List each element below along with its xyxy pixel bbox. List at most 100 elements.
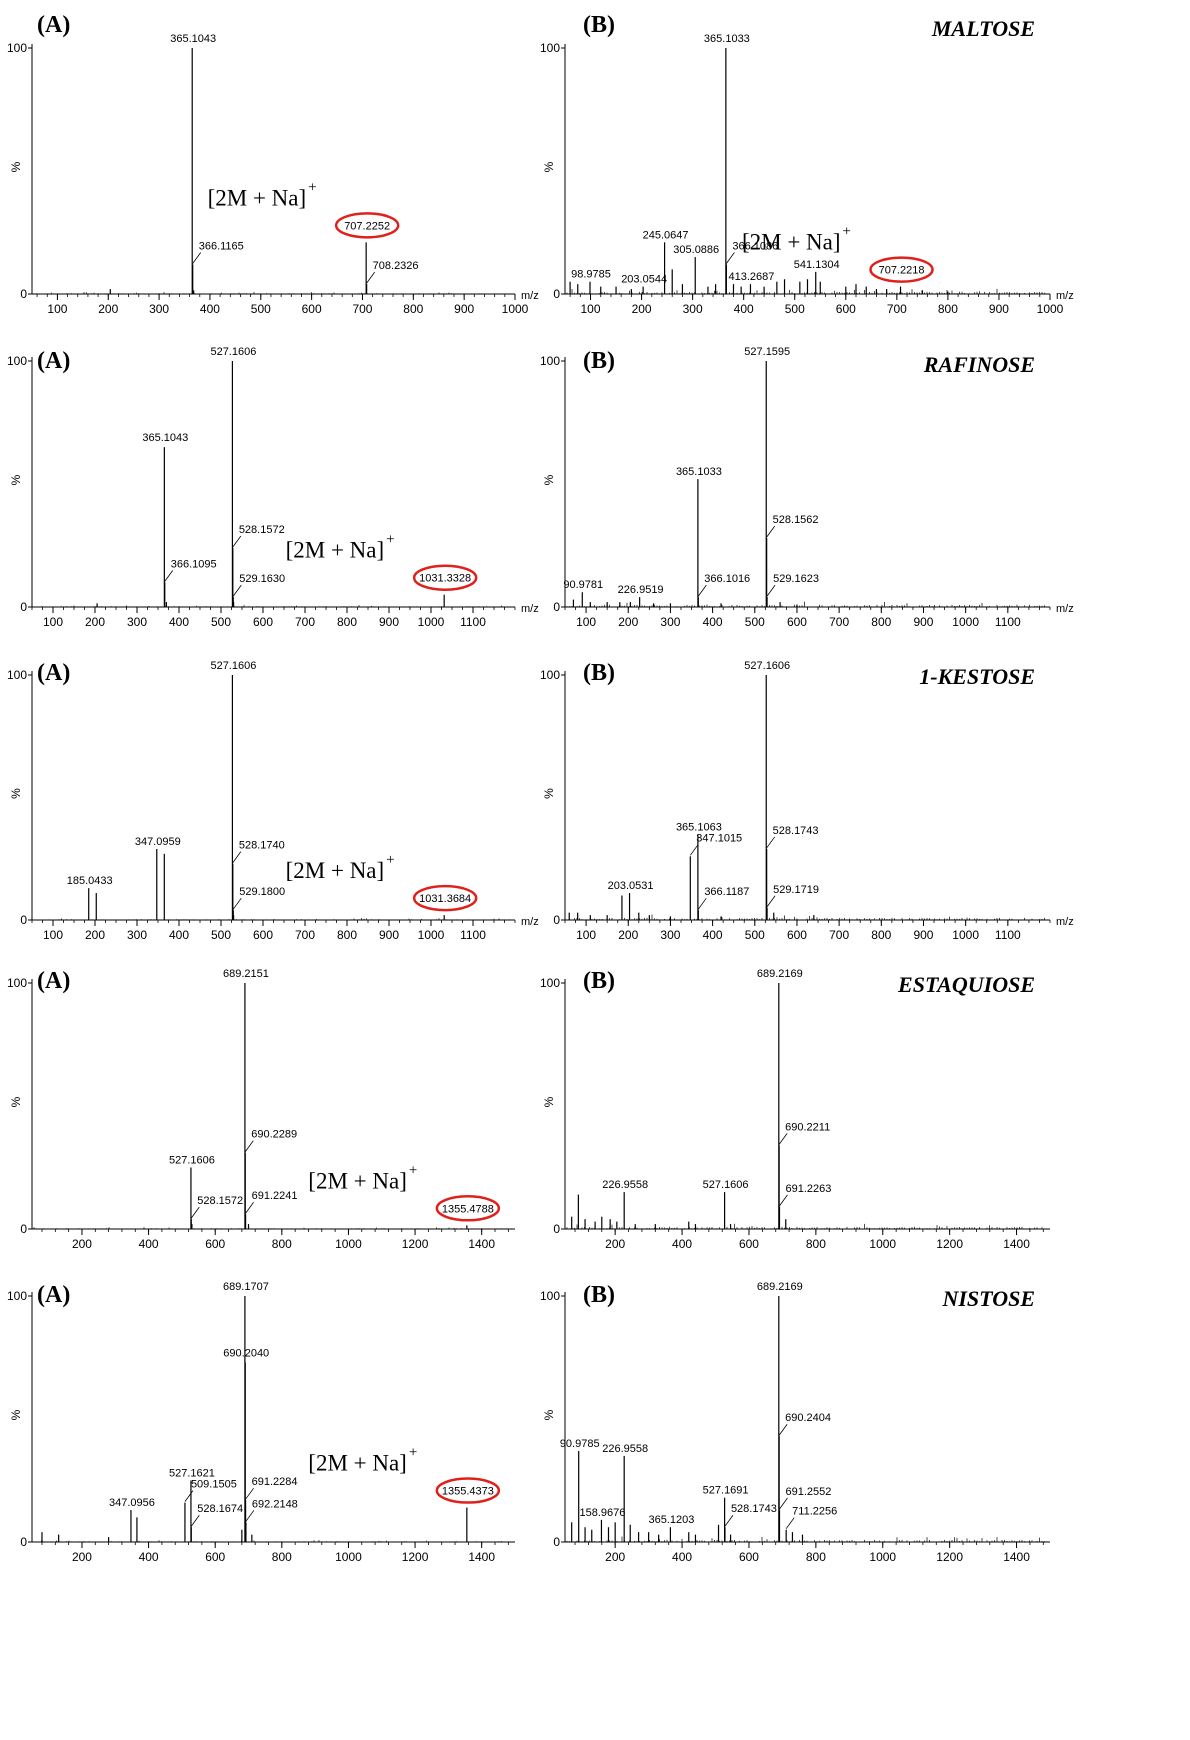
peak-label: 689.1707 <box>223 1281 269 1293</box>
label-leader <box>724 1515 734 1527</box>
x-tick-label: 900 <box>379 928 399 942</box>
label-leader <box>726 252 735 264</box>
peak-label: 365.1063 <box>676 821 722 833</box>
x-tick-label: 700 <box>829 928 849 942</box>
x-tick-label: 200 <box>618 928 638 942</box>
label-leader <box>190 1206 200 1219</box>
label-leader <box>232 851 242 863</box>
peak-label: 689.2169 <box>757 968 803 980</box>
peak-label: 366.1187 <box>704 886 749 898</box>
x-tick-label: 200 <box>85 928 105 942</box>
x-tick-label: 500 <box>745 615 765 629</box>
peak-label: 1031.3684 <box>419 893 471 905</box>
x-tick-label: 1000 <box>502 302 529 316</box>
x-tick-label: 600 <box>205 1237 225 1251</box>
peak-label: 689.2151 <box>223 968 269 980</box>
peak-label: 541.1304 <box>794 259 840 271</box>
peak-label: 365.1043 <box>142 432 188 444</box>
peak-label: 691.2552 <box>785 1486 831 1498</box>
x-tick-label: 1000 <box>335 1237 362 1251</box>
peak-label: 1031.3328 <box>419 573 471 585</box>
x-tick-label: 1100 <box>995 928 1021 942</box>
panel-letter: (B) <box>583 12 615 38</box>
peak-label: 528.1572 <box>239 524 285 536</box>
peak-label: 690.2289 <box>251 1129 297 1141</box>
peak-label: 527.1621 <box>169 1468 215 1480</box>
y-tick-label: 0 <box>553 600 560 614</box>
x-tick-label: 1400 <box>468 1237 495 1251</box>
y-axis-label: % <box>9 788 23 799</box>
peak-label: 707.2218 <box>879 265 925 277</box>
peak-label: 305.0886 <box>673 244 719 256</box>
sugar-name: NISTOSE <box>941 1286 1035 1311</box>
peak-label: 413.2687 <box>729 271 775 283</box>
sugar-name: ESTAQUIOSE <box>897 972 1035 997</box>
x-tick-label: 500 <box>251 302 271 316</box>
x-tick-label: 400 <box>169 615 189 629</box>
x-tick-label: 1000 <box>335 1550 362 1564</box>
adduct-charge: + <box>386 852 394 868</box>
x-tick-label: 800 <box>272 1550 292 1564</box>
x-tick-label: 100 <box>581 302 601 316</box>
peak-label: 98.9785 <box>571 269 611 281</box>
x-tick-label: 600 <box>253 928 273 942</box>
y-tick-label: 100 <box>540 354 560 368</box>
y-tick-label: 0 <box>20 287 27 301</box>
spectrum-panel-3: (A) 0 100% 100 200 300 400 500 600 700 800 900 1000 1… <box>7 346 539 629</box>
y-axis-label: % <box>542 474 556 485</box>
x-tick-label: 900 <box>913 615 933 629</box>
x-tick-label: 400 <box>200 302 220 316</box>
y-tick-label: 100 <box>540 41 560 55</box>
x-tick-label: 1000 <box>1037 302 1064 316</box>
x-tick-label: 200 <box>85 615 105 629</box>
peak-label: 527.1606 <box>744 660 790 672</box>
x-tick-label: 400 <box>139 1237 159 1251</box>
peak-label: 689.2169 <box>757 1281 803 1293</box>
peak-label: 185.0433 <box>67 875 113 887</box>
highlight-ellipse <box>412 564 478 591</box>
x-tick-label: 100 <box>43 928 63 942</box>
highlight-ellipse <box>412 884 478 912</box>
label-leader <box>779 1497 788 1510</box>
y-tick-label: 0 <box>553 1222 560 1236</box>
peak-label: 347.1015 <box>696 832 742 844</box>
x-tick-label: 100 <box>43 615 63 629</box>
x-tick-label: 400 <box>703 615 723 629</box>
panel-letter: (A) <box>37 348 70 374</box>
peak-label: 203.0531 <box>608 880 654 892</box>
x-tick-label: 400 <box>703 928 723 942</box>
y-tick-label: 100 <box>7 976 27 990</box>
y-axis-label: % <box>9 474 23 485</box>
spectrum-panel-9: (A) 0 100% 200 400 600 800 1000 1200 1400 347.0956… <box>7 1281 515 1564</box>
x-tick-label: 800 <box>806 1550 826 1564</box>
peak-label: 365.1033 <box>704 33 750 45</box>
x-tick-label: 200 <box>618 615 638 629</box>
y-axis-label: % <box>542 161 556 172</box>
x-tick-label: 500 <box>211 928 231 942</box>
x-tick-label: 1000 <box>869 1237 896 1251</box>
x-tick-label: 400 <box>734 302 754 316</box>
x-tick-label: 700 <box>887 302 907 316</box>
x-tick-label: 900 <box>379 615 399 629</box>
peak-label: 528.1562 <box>773 514 819 526</box>
sugar-name: MALTOSE <box>931 16 1035 41</box>
peak-label: 690.2211 <box>785 1121 830 1133</box>
peak-label: 1355.4373 <box>442 1486 494 1498</box>
peak-label: 708.2326 <box>373 260 419 272</box>
x-axis-unit: m/z <box>521 603 539 615</box>
peak-label: 691.2284 <box>252 1476 298 1488</box>
label-leader <box>232 584 242 597</box>
x-tick-label: 600 <box>787 928 807 942</box>
label-leader <box>366 271 375 284</box>
x-tick-label: 600 <box>302 302 322 316</box>
label-leader <box>778 1133 788 1145</box>
x-tick-label: 200 <box>98 302 118 316</box>
x-tick-label: 1400 <box>1003 1550 1030 1564</box>
x-tick-label: 1000 <box>869 1550 896 1564</box>
panel-letter: (B) <box>583 660 615 686</box>
peak-label: 711.2256 <box>792 1506 837 1518</box>
x-tick-label: 400 <box>672 1550 692 1564</box>
x-tick-label: 300 <box>660 928 680 942</box>
label-leader <box>785 1517 795 1529</box>
